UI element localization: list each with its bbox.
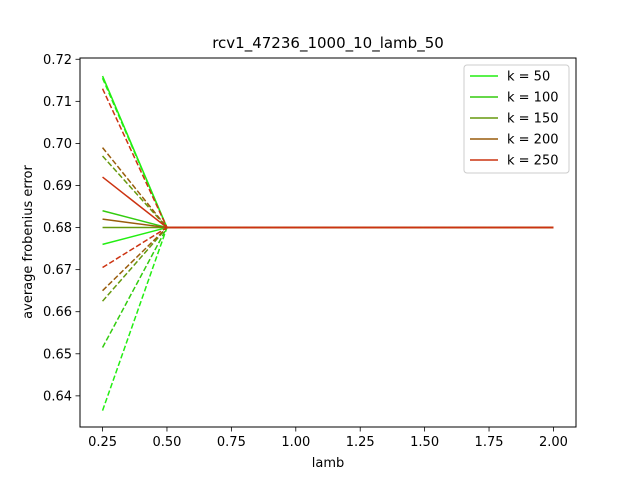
legend-label: k = 150 [507, 112, 559, 127]
y-tick-label: 0.67 [43, 263, 72, 278]
y-tick-label: 0.71 [43, 95, 72, 110]
y-tick-label: 0.65 [43, 347, 72, 362]
x-tick-label: 0.50 [152, 435, 181, 450]
y-axis-label: average frobenius error [21, 165, 36, 319]
x-tick-label: 0.25 [88, 435, 117, 450]
y-tick-label: 0.69 [43, 179, 72, 194]
x-tick-label: 1.25 [346, 435, 375, 450]
legend-box [463, 64, 570, 174]
legend-label: k = 250 [507, 154, 559, 169]
y-tick-label: 0.72 [43, 53, 72, 68]
legend-label: k = 50 [507, 70, 550, 85]
x-tick-label: 1.50 [410, 435, 439, 450]
y-axis: 0.64 0.65 0.66 0.67 0.68 0.69 0.70 0.71 0.72 [43, 53, 80, 404]
legend-label: k = 200 [507, 133, 559, 148]
x-axis-label: lamb [312, 456, 345, 471]
chart-title: rcv1_47236_1000_10_lamb_50 [212, 34, 444, 53]
legend-label: k = 100 [507, 91, 559, 106]
legend: k = 50 k = 100 k = 150 k = 200 k = 250 [463, 64, 570, 174]
plot-frame [79, 57, 577, 428]
y-tick-label: 0.68 [43, 221, 72, 236]
x-tick-label: 1.00 [281, 435, 310, 450]
x-tick-label: 2.00 [539, 435, 568, 450]
y-tick-label: 0.70 [43, 137, 72, 152]
series-layer [101, 75, 554, 411]
x-axis: 0.25 0.50 0.75 1.00 1.25 1.50 1.75 2.00 [88, 427, 568, 450]
series-line-15 [102, 226, 554, 269]
x-tick-label: 0.75 [217, 435, 246, 450]
y-tick-label: 0.64 [43, 389, 72, 404]
y-tick-label: 0.66 [43, 305, 72, 320]
x-tick-label: 1.75 [475, 435, 504, 450]
